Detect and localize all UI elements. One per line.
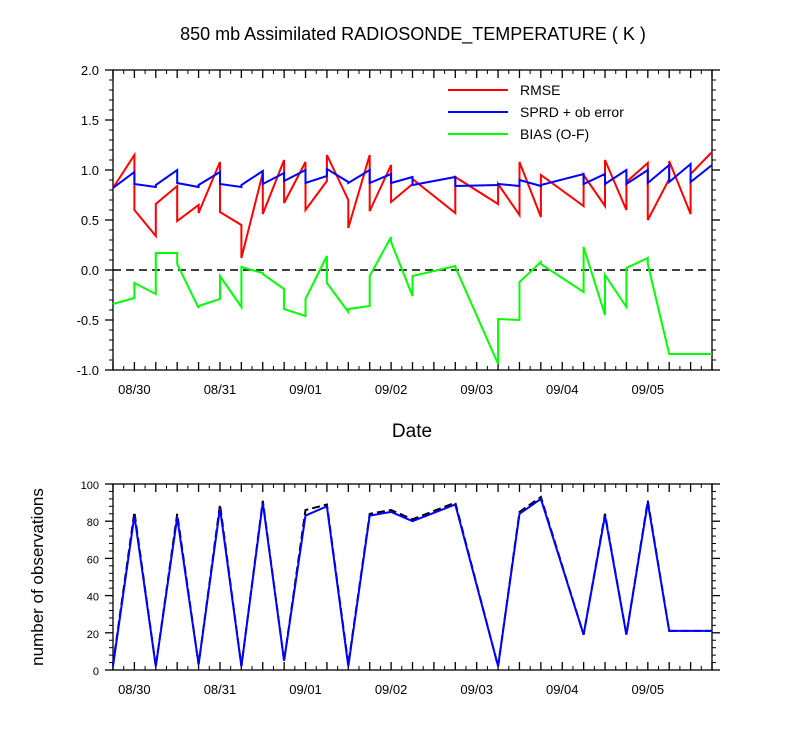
x-tick-label: 08/30 [118,382,151,397]
x-tick-label: 09/02 [375,682,408,697]
y-tick-label: 2.0 [81,63,99,78]
x-tick-label: 09/03 [460,382,493,397]
y-tick-label: -1.0 [77,363,99,378]
legend-label: SPRD + ob error [520,104,624,120]
x-tick-label: 08/31 [204,382,237,397]
y-tick-label: 0 [93,666,99,678]
bottom-ylabel: number of observations [28,488,47,666]
x-tick-label: 09/01 [289,382,322,397]
top-panel: 850 mb Assimilated RADIOSONDE_TEMPERATUR… [77,24,720,442]
series-line-bias-o-f [112,236,712,365]
y-tick-label: 20 [87,629,99,641]
x-tick-label: 09/02 [375,382,408,397]
x-tick-label: 09/05 [632,382,665,397]
top-title: 850 mb Assimilated RADIOSONDE_TEMPERATUR… [180,24,646,45]
y-tick-label: 0.0 [81,263,99,278]
x-tick-label: 09/01 [289,682,322,697]
x-tick-label: 09/04 [546,682,579,697]
series-line-possible [112,495,712,667]
y-tick-label: 80 [87,517,99,529]
top-xlabel: Date [392,421,432,442]
x-tick-label: 09/03 [460,682,493,697]
y-tick-label: 40 [87,592,99,604]
x-tick-label: 08/30 [118,682,151,697]
y-tick-label: 60 [87,554,99,566]
series-line-sprd-ob-error [112,161,713,189]
series-line-assimilated [112,497,712,667]
plot-frame [112,483,713,671]
series-line-rmse [112,151,713,259]
legend-label: BIAS (O-F) [520,126,589,142]
legend-label: RMSE [520,82,560,98]
x-tick-label: 09/04 [546,382,579,397]
y-tick-label: 1.0 [81,163,99,178]
y-tick-label: 1.5 [81,113,99,128]
x-tick-label: 09/05 [632,682,665,697]
bottom-panel: 100 80 60 40 20 0 08/30 08/31 09/01 09/02 09/03 09/… [28,480,720,697]
x-tick-label: 08/31 [204,682,237,697]
y-tick-label: 0.5 [81,213,99,228]
y-tick-label: -0.5 [77,313,99,328]
y-tick-label: 100 [81,480,99,492]
